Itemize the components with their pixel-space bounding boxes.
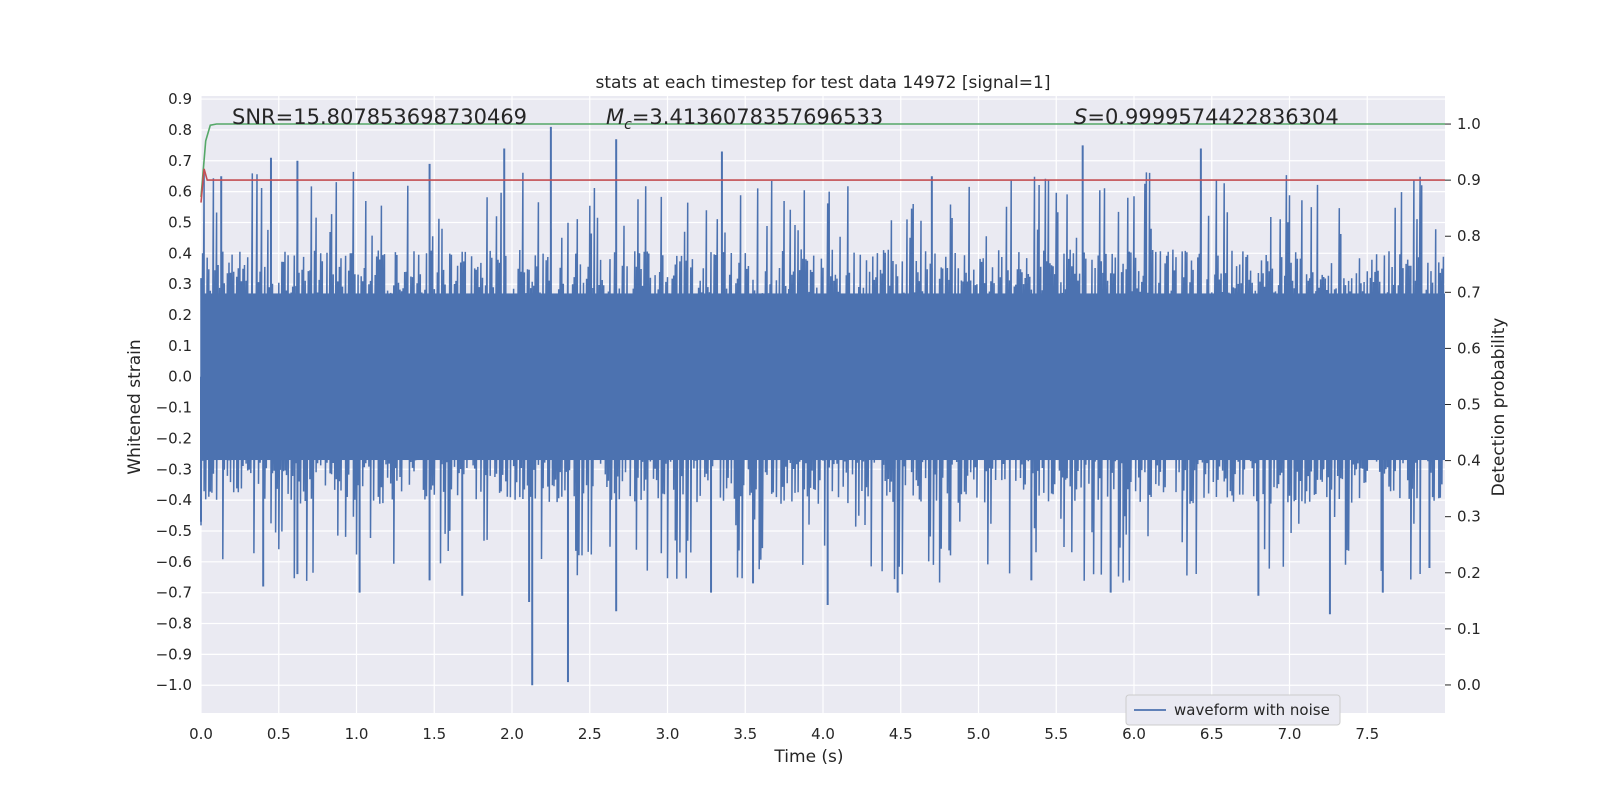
y2-tick-label: 0.5: [1457, 396, 1481, 414]
y-tick-label: −0.7: [156, 584, 192, 602]
y2-tick-label: 0.1: [1457, 620, 1481, 638]
x-tick-label: 5.0: [967, 725, 991, 743]
legend-box: [1125, 694, 1341, 726]
chirp-mass-annotation: Mc=3.4136078357696533: [606, 105, 883, 133]
score-value: =0.9999574422836304: [1087, 105, 1338, 129]
y2-tick-label: 0.0: [1457, 676, 1481, 694]
x-tick-label: 0.5: [267, 725, 291, 743]
x-tick-label: 2.0: [500, 725, 524, 743]
x-tick-label: 2.5: [578, 725, 602, 743]
tick-labels: 0.0 0.5 1.0 1.5 2.0 2.5 3.0 3.5 4.0 4.5 5.0 5.5 6.0 6…: [156, 90, 1481, 743]
y-tick-label: 0.1: [168, 337, 192, 355]
y-tick-label: 0.7: [168, 152, 192, 170]
y-tick-label: −0.2: [156, 429, 192, 447]
x-tick-label: 0.0: [189, 725, 213, 743]
chirp-mass-value: =3.4136078357696533: [632, 105, 883, 129]
y-tick-label: −0.4: [156, 491, 192, 509]
y-tick-label: −1.0: [156, 676, 192, 694]
x-tick-label: 1.0: [345, 725, 369, 743]
y2-axis-label: Detection probability: [1489, 318, 1509, 497]
y-tick-label: 0.3: [168, 275, 192, 293]
y-tick-label: −0.6: [156, 553, 192, 571]
y-tick-label: −0.3: [156, 460, 192, 478]
y-tick-label: −0.8: [156, 615, 192, 633]
legend-label-waveform: waveform with noise: [1174, 701, 1330, 719]
y-tick-label: 0.9: [168, 90, 192, 108]
x-tick-label: 3.5: [733, 725, 757, 743]
y-tick-label: −0.1: [156, 399, 192, 417]
y2-tick-label: 1.0: [1457, 115, 1481, 133]
y-tick-label: 0.2: [168, 306, 192, 324]
y2-tick-label: 0.2: [1457, 564, 1481, 582]
snr-annotation: SNR=15.807853698730469: [232, 105, 527, 129]
y-tick-label: −0.5: [156, 522, 192, 540]
x-tick-label: 7.5: [1355, 725, 1379, 743]
y-tick-label: 0.0: [168, 368, 192, 386]
x-tick-label: 4.5: [889, 725, 913, 743]
y2-tick-label: 0.9: [1457, 171, 1481, 189]
x-tick-label: 6.5: [1200, 725, 1224, 743]
series-layer: [200, 123, 1445, 686]
x-tick-label: 4.0: [811, 725, 835, 743]
x-tick-label: 7.0: [1278, 725, 1302, 743]
x-tick-label: 3.0: [656, 725, 680, 743]
y2-tick-label: 0.3: [1457, 508, 1481, 526]
waveform-core-band: [201, 293, 1445, 461]
green-probability-line: [200, 123, 1445, 198]
y2-tick-label: 0.4: [1457, 452, 1481, 470]
y-tick-label: 0.5: [168, 213, 192, 231]
y2-tick-label: 0.7: [1457, 283, 1481, 301]
y-tick-label: −0.9: [156, 645, 192, 663]
y-tick-label: 0.4: [168, 244, 192, 262]
y2-tick-label: 0.8: [1457, 227, 1481, 245]
y-tick-label: 0.6: [168, 183, 192, 201]
y-axis-label: Whitened strain: [125, 339, 145, 474]
y2-tick-label: 0.6: [1457, 339, 1481, 357]
x-tick-label: 6.0: [1122, 725, 1146, 743]
chirp-mass-subscript: c: [624, 117, 632, 133]
red-threshold-line: [200, 168, 1445, 203]
chirp-mass-symbol: M: [606, 105, 624, 129]
x-tick-label: 5.5: [1044, 725, 1068, 743]
chart-title: stats at each timestep for test data 149…: [596, 73, 1051, 93]
x-tick-label: 1.5: [422, 725, 446, 743]
x-axis-label: Time (s): [773, 747, 843, 767]
y-tick-label: 0.8: [168, 121, 192, 139]
score-symbol: S: [1074, 105, 1087, 129]
legend: waveform with noise: [1125, 694, 1341, 726]
score-annotation: S=0.9999574422836304: [1074, 105, 1339, 129]
